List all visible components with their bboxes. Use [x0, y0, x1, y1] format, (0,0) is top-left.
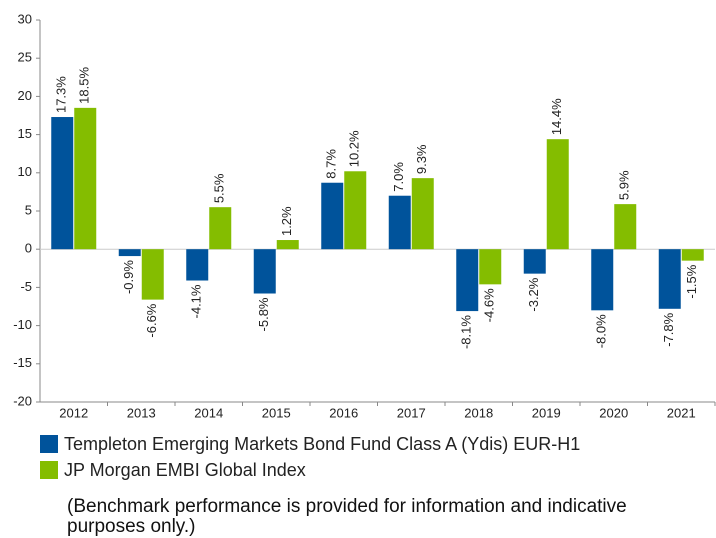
data-label: -7.8%: [661, 312, 676, 346]
bar: [186, 249, 209, 281]
bar: [411, 178, 434, 250]
data-label: 18.5%: [77, 67, 92, 104]
legend-label: JP Morgan EMBI Global Index: [64, 460, 306, 480]
bar: [591, 249, 614, 311]
data-label: -4.6%: [482, 288, 497, 322]
bar: [209, 207, 232, 250]
y-tick-label: -5: [20, 279, 32, 294]
data-label: 5.5%: [212, 173, 227, 203]
legend-label: Templeton Emerging Markets Bond Fund Cla…: [64, 434, 580, 454]
x-tick-label: 2016: [329, 405, 358, 420]
x-tick-label: 2017: [397, 405, 426, 420]
bar: [276, 240, 299, 250]
bar: [456, 249, 479, 312]
data-label: -5.8%: [256, 297, 271, 331]
bar: [523, 249, 546, 274]
y-tick-label: 25: [18, 50, 32, 65]
bar: [614, 204, 637, 250]
y-tick-label: 20: [18, 88, 32, 103]
x-tick-label: 2015: [262, 405, 291, 420]
footnote: (Benchmark performance is provided for i…: [67, 496, 627, 537]
data-label: 14.4%: [549, 98, 564, 135]
data-label: 5.9%: [617, 170, 632, 200]
legend-swatch: [40, 461, 58, 479]
x-tick-label: 2020: [599, 405, 628, 420]
y-tick-label: -10: [13, 317, 32, 332]
x-tick-label: 2014: [194, 405, 223, 420]
data-label: -1.5%: [684, 264, 699, 298]
bar: [74, 107, 97, 250]
y-tick-label: 0: [25, 241, 32, 256]
x-tick-label: 2013: [127, 405, 156, 420]
data-label: -3.2%: [526, 277, 541, 311]
bar: [51, 117, 74, 250]
x-tick-label: 2012: [59, 405, 88, 420]
bar: [344, 171, 367, 250]
bar: [141, 249, 164, 300]
data-label: -0.9%: [121, 260, 136, 294]
data-label: -4.1%: [189, 284, 204, 318]
bar: [479, 249, 502, 285]
data-label: -8.1%: [459, 315, 474, 349]
bar: [253, 249, 276, 294]
x-tick-label: 2019: [532, 405, 561, 420]
data-label: 17.3%: [54, 76, 69, 113]
y-tick-label: 10: [18, 164, 32, 179]
bar: [118, 249, 141, 257]
bar: [658, 249, 681, 309]
bar: [546, 139, 569, 250]
data-label: 10.2%: [347, 130, 362, 167]
data-label: -8.0%: [594, 314, 609, 348]
y-tick-label: -20: [13, 393, 32, 408]
bar: [321, 182, 344, 250]
y-tick-label: -15: [13, 355, 32, 370]
legend-swatch: [40, 435, 58, 453]
y-tick-label: 5: [25, 202, 32, 217]
data-label: 8.7%: [324, 149, 339, 179]
chart: -20 -15 -10 -5 0 5 10 15 20 25 30 2012 17.3% 18.5% 201…: [13, 11, 716, 480]
bar: [388, 195, 411, 250]
y-tick-label: 30: [18, 11, 32, 26]
y-tick-label: 15: [18, 126, 32, 141]
bar: [681, 249, 704, 261]
data-label: 1.2%: [279, 206, 294, 236]
x-tick-label: 2018: [464, 405, 493, 420]
data-label: -6.6%: [144, 303, 159, 337]
x-tick-label: 2021: [667, 405, 696, 420]
data-label: 9.3%: [414, 144, 429, 174]
data-label: 7.0%: [391, 162, 406, 192]
